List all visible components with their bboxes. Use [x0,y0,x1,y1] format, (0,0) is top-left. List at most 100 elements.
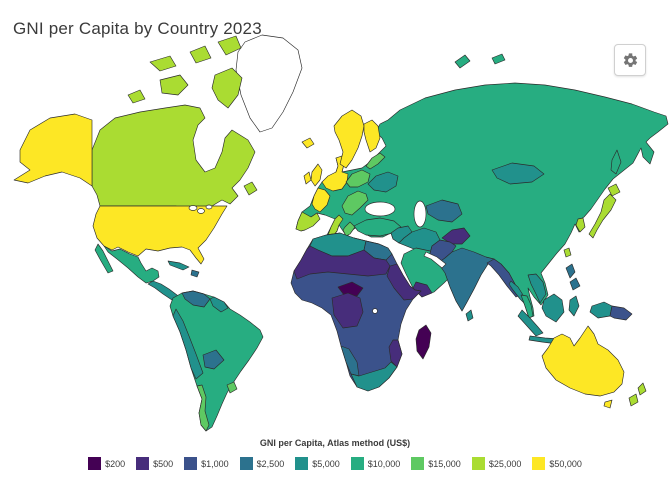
region-sahel[interactable] [293,245,391,280]
island-arctic-3[interactable] [127,89,146,104]
great-lake-ontario [205,204,213,210]
legend-label: $1,000 [201,458,229,469]
legend-swatch [350,457,364,470]
country-usa[interactable] [92,205,228,265]
island-baffin[interactable] [211,67,243,109]
country-new-zealand-north[interactable] [637,382,647,396]
country-venezuela[interactable] [181,290,211,308]
legend-item: $200 [88,457,125,470]
legend-label: $50,000 [549,458,582,469]
country-iceland[interactable] [301,137,315,149]
legend-item: $2,500 [239,457,284,470]
caspian-sea [413,200,427,228]
island-sakhalin[interactable] [610,149,622,175]
island-victoria[interactable] [159,74,189,96]
island-newfoundland[interactable] [243,181,258,196]
country-thailand[interactable] [508,280,527,306]
island-borneo[interactable] [541,293,565,323]
region-malay-peninsula[interactable] [520,294,534,319]
country-philippines-south[interactable] [569,277,581,291]
country-philippines-north[interactable] [565,263,576,279]
region-guyanas[interactable] [209,296,229,313]
region-scandinavia[interactable] [333,109,365,169]
island-taiwan[interactable] [563,247,572,258]
great-lake-michigan [197,208,205,214]
country-usa-alaska[interactable] [13,113,93,187]
country-japan-honshu[interactable] [588,193,617,239]
island-tasmania[interactable] [603,399,613,409]
island-sulawesi[interactable] [568,295,580,317]
country-central-african-republic[interactable] [337,281,364,297]
country-cuba[interactable] [167,260,190,271]
country-papua-new-guinea[interactable] [609,305,633,321]
region-peru-ecuador[interactable] [172,308,204,380]
legend-label: $500 [153,458,174,469]
legend-swatch [239,457,253,470]
island-novaya-zemlya[interactable] [454,54,471,69]
region-balkans[interactable] [341,190,369,216]
region-iberia[interactable] [295,211,321,232]
region-vietnam-laos[interactable] [527,273,547,304]
region-horn-of-africa[interactable] [386,263,422,301]
legend-item: $10,000 [350,457,400,470]
country-mexico[interactable] [103,245,160,284]
country-italy[interactable] [327,214,344,240]
page-title: GNI per Capita by Country 2023 [13,19,262,39]
island-arctic-2[interactable] [189,45,212,64]
region-west-new-guinea[interactable] [589,301,613,319]
country-madagascar[interactable] [415,324,432,360]
country-mongolia[interactable] [491,162,545,185]
legend-item: $1,000 [184,457,229,470]
legend-swatch [532,457,546,470]
island-sumatra[interactable] [517,309,544,337]
country-united-kingdom[interactable] [310,163,323,187]
country-south-africa[interactable] [350,361,398,392]
black-sea [364,201,396,217]
country-new-zealand-south[interactable] [628,393,639,407]
peninsula-baja[interactable] [94,243,114,274]
country-bolivia[interactable] [202,349,225,370]
island-hispaniola[interactable] [190,269,200,278]
legend-label: $25,000 [488,458,522,469]
country-australia[interactable] [541,325,625,397]
legend-item: $5,000 [295,457,340,470]
country-chile[interactable] [196,384,210,432]
country-greece[interactable] [342,221,356,237]
island-ellesmere[interactable] [217,35,242,56]
legend-label: $15,000 [428,458,461,469]
country-yemen[interactable] [412,281,433,298]
country-greenland[interactable] [235,34,303,133]
great-lake-superior [188,205,198,211]
country-ireland[interactable] [303,171,312,185]
legend-label: $5,000 [312,458,340,469]
island-arctic-1[interactable] [149,55,177,72]
country-france[interactable] [311,187,331,213]
country-drc[interactable] [331,292,364,329]
legend-swatch [88,457,102,470]
country-japan-hokkaido[interactable] [607,183,621,197]
country-india[interactable] [437,247,495,312]
legend-swatch [411,457,425,470]
region-central-europe[interactable] [345,169,371,188]
country-ukraine[interactable] [367,171,399,193]
legend-item: $500 [136,457,173,470]
lake-victoria [372,308,378,314]
legend-swatch [295,457,309,470]
region-mozambique-zimbabwe[interactable] [388,339,403,368]
legend-items: $200 $500 $1,000 $2,500 $5,000 $10,000 $… [0,457,670,470]
country-uruguay[interactable] [226,381,238,394]
country-sri-lanka[interactable] [465,309,474,322]
legend-label: $200 [105,458,126,469]
settings-button[interactable] [614,44,646,76]
region-central-asia[interactable] [425,199,463,223]
region-baltics[interactable] [365,152,386,170]
legend-swatch [184,457,198,470]
country-canada[interactable] [91,104,256,216]
gear-icon [623,52,637,67]
legend-item: $50,000 [532,457,582,470]
country-finland[interactable] [363,119,381,153]
country-korea[interactable] [575,217,586,233]
island-severnaya[interactable] [491,53,506,65]
legend-swatch [136,457,150,470]
legend: GNI per Capita, Atlas method (US$) $200 … [0,438,670,470]
